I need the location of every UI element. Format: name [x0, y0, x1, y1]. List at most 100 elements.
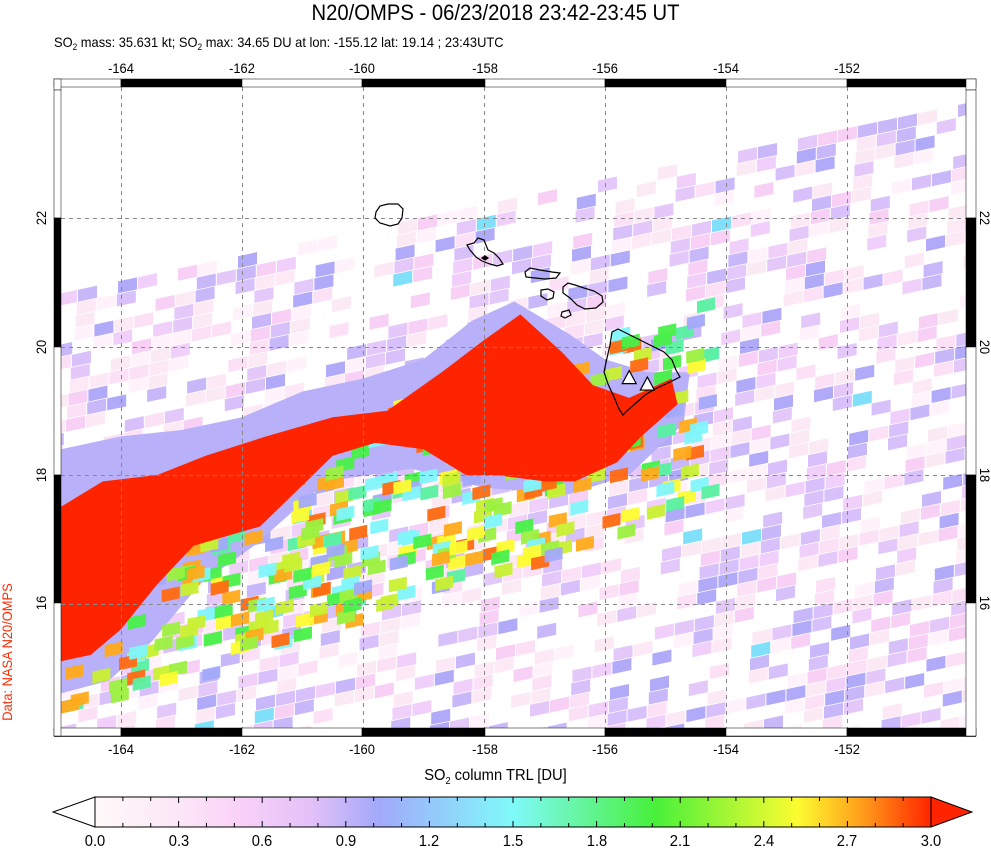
so2-pixel: [246, 581, 266, 598]
so2-pixel-mid: [365, 475, 384, 492]
so2-pixel: [977, 110, 991, 126]
so2-pixel: [573, 232, 593, 249]
left-scale-segment: [53, 89, 62, 219]
so2-pixel: [113, 329, 133, 346]
so2-pixel: [572, 245, 591, 262]
so2-pixel: [594, 636, 614, 653]
so2-pixel: [867, 234, 887, 251]
so2-pixel: [796, 364, 816, 381]
so2-pixel: [777, 572, 797, 589]
so2-pixel: [697, 589, 717, 606]
so2-pixel: [952, 586, 966, 603]
so2-pixel-mid: [265, 536, 284, 553]
so2-pixel: [948, 421, 966, 438]
so2-pixel: [809, 221, 829, 238]
so2-pixel: [582, 562, 601, 579]
so2-pixel-mid: [325, 465, 344, 482]
so2-pixel: [612, 657, 632, 674]
so2-pixel: [410, 292, 430, 309]
so2-pixel: [742, 746, 761, 762]
so2-pixel: [915, 352, 935, 369]
colorbar-tick-label: 0.0: [84, 833, 106, 850]
so2-pixel: [493, 249, 513, 266]
so2-pixel: [545, 749, 564, 765]
so2-pixel-mid: [701, 483, 720, 500]
so2-pixel: [849, 429, 869, 446]
so2-pixel-mid: [465, 550, 484, 567]
so2-pixel: [634, 207, 654, 224]
right-scale-segment: [965, 78, 977, 91]
colorbar-under-arrow: [51, 796, 96, 828]
so2-pixel-mid: [449, 539, 468, 556]
volcano-marker-icon: [621, 369, 638, 385]
bottom-scale-segment: [846, 727, 977, 737]
so2-pixel: [198, 260, 217, 277]
so2-pixel: [212, 321, 231, 338]
so2-pixel: [394, 257, 414, 274]
so2-pixel: [852, 186, 871, 203]
so2-pixel: [887, 651, 907, 668]
so2-pixel: [592, 662, 612, 679]
so2-pixel: [509, 501, 529, 518]
so2-pixel: [714, 190, 734, 207]
so2-pixel: [557, 835, 576, 851]
so2-pixel: [414, 253, 434, 270]
subtitle-part: SO: [54, 34, 73, 50]
so2-pixel: [407, 331, 427, 348]
so2-pixel-mid: [301, 524, 320, 541]
so2-pixel-mid: [275, 599, 294, 616]
so2-pixel: [651, 445, 671, 462]
so2-pixel-mid: [602, 512, 621, 529]
so2-pixel: [125, 837, 144, 853]
so2-pixel: [870, 629, 889, 646]
so2-pixel: [134, 312, 154, 329]
so2-pixel: [94, 320, 114, 337]
so2-pixel: [864, 477, 884, 494]
so2-pixel: [107, 394, 127, 411]
so2-pixel: [728, 251, 748, 268]
island-hawaii: [603, 328, 681, 416]
so2-pixel: [636, 181, 656, 198]
island-kahoolawe: [560, 309, 572, 319]
lat-tick-label: 22: [33, 210, 49, 226]
so2-pixel: [710, 229, 730, 246]
so2-pixel: [825, 472, 845, 489]
so2-pixel: [586, 306, 605, 323]
so2-pixel: [746, 693, 766, 710]
so2-pixel: [78, 706, 98, 723]
so2-pixel: [958, 521, 966, 538]
so2-pixel: [982, 262, 991, 278]
so2-pixel: [859, 746, 878, 762]
so2-pixel-mid: [214, 603, 233, 620]
so2-pixel-mid: [159, 670, 178, 687]
so2-pixel: [749, 450, 769, 467]
so2-pixel: [858, 325, 878, 342]
so2-pixel: [173, 316, 193, 333]
so2-pixel: [888, 638, 908, 655]
so2-pixel: [584, 319, 604, 336]
so2-pixel: [314, 491, 333, 508]
so2-pixel: [33, 563, 52, 579]
so2-pixel: [694, 832, 713, 848]
so2-pixel: [910, 620, 929, 637]
so2-pixel: [878, 538, 898, 555]
so2-pixel: [808, 451, 827, 468]
so2-pixel: [206, 386, 225, 403]
so2-pixel: [279, 651, 299, 668]
so2-pixel-mid: [312, 561, 330, 578]
so2-pixel: [615, 198, 635, 215]
so2-pixel: [608, 276, 628, 293]
so2-pixel: [738, 350, 758, 367]
so2-pixel: [870, 195, 890, 212]
so2-pixel: [789, 225, 809, 242]
so2-pixel: [46, 841, 65, 853]
top-scale-segment: [361, 78, 486, 88]
top-scale-segment: [846, 78, 977, 88]
so2-pixel: [562, 566, 581, 583]
colorbar-tick-label: 2.1: [669, 833, 691, 850]
subtitle-part: mass: 35.631 kt; SO: [77, 34, 198, 50]
so2-pixel: [253, 720, 273, 728]
so2-pixel: [798, 134, 817, 151]
so2-pixel: [929, 196, 949, 213]
so2-pixel: [614, 211, 634, 228]
